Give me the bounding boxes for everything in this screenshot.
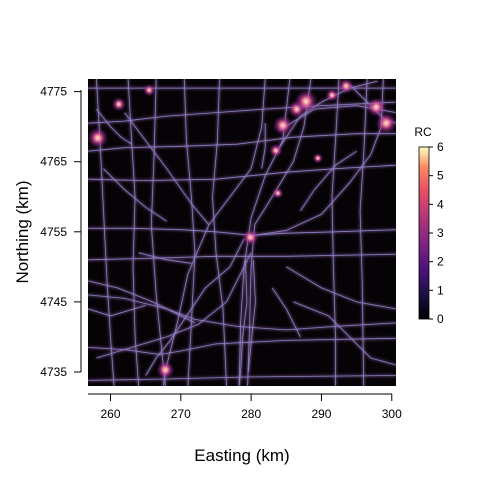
hotspot-14 [312,153,324,164]
road-8 [88,375,396,381]
x-axis: 260 270 280 290 300 [88,393,402,421]
hotspot-13 [272,187,284,199]
x-tick-label-290: 290 [311,407,331,421]
road-34 [103,168,168,222]
colorbar-ticks: 0 1 2 3 4 5 6 [429,140,444,326]
hotspot-7 [294,89,318,113]
x-tick-label-270: 270 [171,407,191,421]
hotspot-10 [366,97,386,117]
hotspot-12 [143,84,156,97]
hotspot-9 [338,79,354,94]
road-network [88,79,396,386]
y-tick-label-4745: 4745 [40,295,67,309]
road-13 [359,79,368,386]
road-10 [238,79,291,386]
road-33 [261,123,266,169]
road-21 [96,108,132,145]
road-25 [247,259,256,373]
hotspot-4 [269,143,283,158]
road-12 [331,79,340,386]
colorbar-tick-label-5: 5 [437,169,444,183]
y-axis-title: Northing (km) [13,181,32,284]
hotspot-0 [88,127,109,149]
hotspot-8 [325,88,339,102]
legend-title: RC [414,125,432,139]
road-6 [88,294,396,331]
rc-hotspots [88,79,396,379]
colorbar-legend: RC 0 1 2 3 4 5 6 [414,125,444,326]
x-tick-label-280: 280 [241,407,261,421]
road-27 [278,80,378,148]
road-30 [88,305,146,317]
y-tick-label-4765: 4765 [40,155,67,169]
road-9 [183,79,196,386]
colorbar-tick-label-2: 2 [437,255,444,269]
colorbar-tick-label-4: 4 [437,197,444,211]
road-37 [271,287,301,338]
road-3 [88,164,396,182]
road-22 [145,238,245,376]
road-5 [88,253,396,261]
hotspot-3 [242,229,259,246]
colorbar-tick-label-6: 6 [437,140,444,154]
y-tick-label-4775: 4775 [40,85,67,99]
road-32 [293,301,396,366]
x-axis-title: Easting (km) [194,446,289,465]
colorbar-tick-label-1: 1 [437,283,444,297]
hotspot-5 [272,115,293,136]
x-tick-label-300: 300 [382,407,402,421]
hotspot-2 [156,360,175,379]
road-23 [96,252,252,359]
road-14 [127,79,139,386]
road-11 [247,79,312,386]
hotspot-1 [111,97,127,112]
x-tick-label-260: 260 [100,407,120,421]
colorbar-tick-label-0: 0 [437,312,444,326]
road-24 [238,259,248,385]
road-1 [88,101,396,124]
road-20 [124,112,210,226]
road-4 [88,227,396,236]
colorbar-tick-label-3: 3 [437,226,444,240]
road-35 [300,150,357,212]
road-2 [88,133,396,152]
road-36 [138,252,192,264]
colorbar [418,146,430,320]
y-tick-label-4735: 4735 [40,365,67,379]
road-26 [88,280,196,324]
road-31 [286,266,396,310]
y-axis: 4735 4745 4755 4765 4775 [40,85,82,379]
road-17 [212,79,227,386]
hotspot-11 [375,112,396,134]
y-tick-label-4755: 4755 [40,225,67,239]
